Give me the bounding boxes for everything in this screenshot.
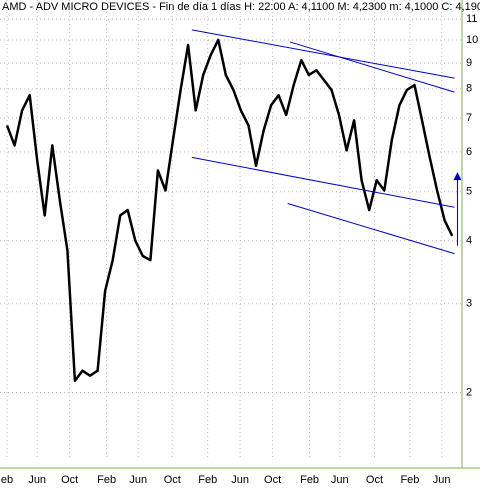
trend-line (191, 156, 455, 208)
x-tick-label: Oct (264, 474, 281, 486)
arrow-head (453, 172, 462, 181)
y-tick-label: 2 (466, 386, 472, 398)
x-tick-label: Jun (433, 474, 451, 486)
x-tick-label: Feb (198, 474, 217, 486)
y-tick-label: 6 (466, 146, 472, 158)
x-tick-label: Feb (300, 474, 319, 486)
y-tick-label: 4 (466, 235, 472, 247)
x-tick-label: Jun (331, 474, 349, 486)
x-tick-label: Feb (400, 474, 419, 486)
price-line (5, 38, 454, 383)
trend-line (287, 203, 455, 255)
trend-line (289, 41, 455, 93)
x-tick-label: Oct (164, 474, 181, 486)
x-tick-label: eb (1, 474, 13, 486)
y-tick-label: 3 (466, 298, 472, 310)
x-tick-label: Jun (129, 474, 147, 486)
y-tick-label: 10 (466, 34, 478, 46)
y-tick-label: 9 (466, 57, 472, 69)
x-tick-label: Feb (97, 474, 116, 486)
trend-line (191, 29, 455, 79)
y-tick-label: 7 (466, 112, 472, 124)
x-tick-label: Jun (28, 474, 46, 486)
x-tick-label: Oct (366, 474, 383, 486)
y-tick-label: 8 (466, 83, 472, 95)
y-tick-label: 5 (466, 186, 472, 198)
y-tick-label: 11 (466, 13, 477, 25)
chart-title: AMD - ADV MICRO DEVICES - Fin de día 1 d… (2, 1, 480, 13)
x-tick-label: Jun (231, 474, 249, 486)
x-tick-label: Oct (61, 474, 78, 486)
